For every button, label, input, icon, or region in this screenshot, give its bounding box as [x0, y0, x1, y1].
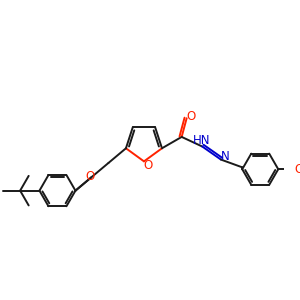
Text: O: O — [294, 163, 300, 176]
Text: O: O — [187, 110, 196, 123]
Text: HN: HN — [193, 134, 210, 147]
Text: O: O — [143, 159, 152, 172]
Text: N: N — [221, 150, 230, 163]
Text: O: O — [85, 170, 95, 183]
